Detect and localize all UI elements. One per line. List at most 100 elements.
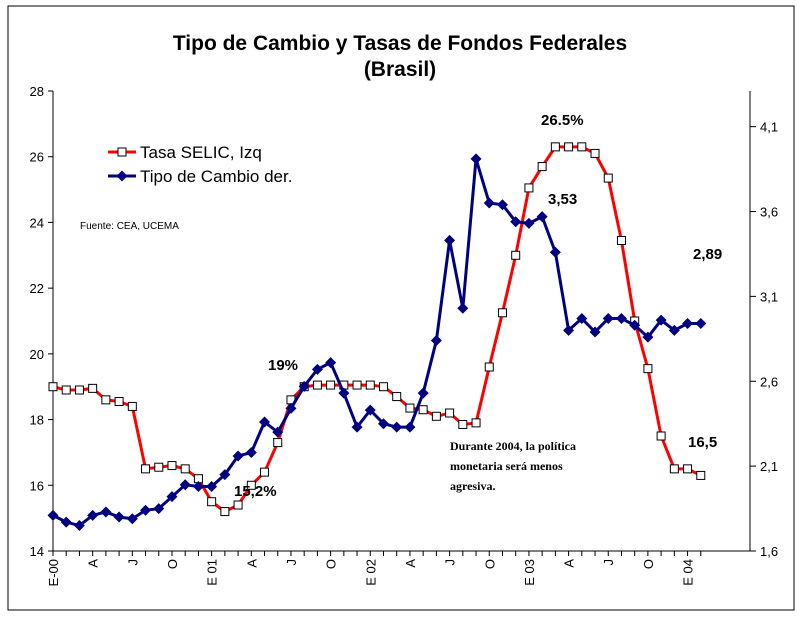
x-tick-label: O (482, 559, 497, 569)
data-point (510, 216, 522, 228)
data-point (695, 318, 707, 330)
data-point (392, 392, 402, 402)
data-point (550, 142, 560, 152)
data-point (669, 464, 679, 474)
data-point (378, 418, 389, 430)
data-point (471, 418, 481, 428)
annotation: 16,5 (688, 434, 717, 451)
data-point (61, 385, 71, 395)
data-point (273, 438, 283, 448)
data-point (483, 197, 495, 209)
y-tick-label: 14 (30, 544, 44, 559)
x-tick-label: E 01 (205, 559, 220, 586)
data-point (523, 217, 535, 229)
annotation: 15,2% (234, 483, 277, 500)
data-point (259, 416, 271, 428)
chart-title: Tipo de Cambio y Tasas de Fondos Federal… (173, 32, 627, 55)
source-note: Fuente: CEA, UCEMA (80, 221, 179, 232)
y-tick-label: 26 (30, 150, 44, 165)
data-point (629, 319, 641, 331)
data-point (60, 516, 72, 528)
data-point (484, 362, 494, 372)
data-point (233, 500, 243, 510)
data-point (127, 401, 137, 411)
data-point (642, 331, 654, 343)
data-point (616, 236, 626, 245)
data-point (497, 308, 507, 318)
data-point (458, 420, 468, 429)
data-point (260, 467, 270, 477)
data-point (113, 511, 125, 523)
data-point (643, 364, 653, 374)
chart-frame (7, 5, 795, 611)
data-point (445, 408, 455, 418)
data-point (431, 411, 441, 421)
y-tick-label: 20 (30, 347, 44, 362)
y2-tick-label: 3,6 (760, 205, 778, 220)
data-point (549, 246, 561, 258)
data-point (338, 387, 350, 399)
y2-tick-label: 3,1 (760, 289, 778, 304)
data-point (166, 491, 178, 503)
data-point (232, 450, 244, 462)
data-point (206, 480, 218, 492)
data-point (576, 312, 588, 324)
data-point (537, 162, 547, 172)
y-tick-label: 16 (30, 478, 44, 493)
data-point (418, 405, 428, 415)
data-point (141, 464, 151, 474)
y2-tick-label: 2,6 (760, 374, 778, 389)
data-point (220, 507, 230, 517)
data-point (180, 464, 190, 474)
x-tick-label: A (403, 559, 418, 568)
data-point (563, 324, 575, 336)
data-point (564, 142, 574, 152)
y-tick-label: 24 (30, 215, 44, 230)
data-point (656, 431, 666, 441)
x-tick-label: J (443, 559, 458, 566)
data-point (154, 462, 164, 472)
data-point (100, 506, 112, 518)
legend-label: Tasa SELIC, Izq (140, 143, 262, 162)
data-point (192, 480, 204, 492)
annotation: 19% (268, 357, 298, 374)
data-point (326, 380, 336, 390)
data-point (272, 426, 284, 438)
y-tick-label: 22 (30, 281, 44, 296)
x-tick-label: E 02 (363, 559, 378, 586)
y2-tick-label: 1,6 (760, 544, 778, 559)
data-point (179, 479, 191, 491)
data-point (48, 382, 58, 392)
x-tick-label: O (165, 559, 180, 569)
data-point (245, 447, 257, 459)
data-point (589, 326, 601, 338)
data-point (615, 312, 627, 324)
data-point (668, 324, 680, 336)
data-point (405, 403, 415, 413)
data-point (47, 509, 59, 521)
annotation: Durante 2004, la política (450, 439, 576, 453)
data-point (167, 461, 177, 471)
data-point (73, 520, 85, 532)
data-point (140, 504, 152, 516)
legend-label: Tipo de Cambio der. (140, 167, 292, 186)
data-point (285, 402, 297, 414)
annotation: 26.5% (541, 112, 584, 129)
data-point (312, 380, 322, 390)
data-point (683, 464, 693, 474)
data-point (114, 397, 124, 406)
data-point (404, 421, 416, 433)
data-point (207, 497, 217, 507)
data-point (511, 250, 521, 260)
data-point (430, 335, 442, 347)
data-point (364, 404, 376, 416)
data-point (444, 234, 456, 246)
x-tick-label: J (125, 559, 140, 566)
data-point (496, 199, 508, 211)
x-tick-label: A (86, 559, 101, 568)
data-point (536, 211, 548, 223)
x-tick-label: A (244, 559, 259, 568)
x-tick-label: O (324, 559, 339, 569)
data-point (590, 148, 600, 158)
data-point (352, 380, 362, 390)
